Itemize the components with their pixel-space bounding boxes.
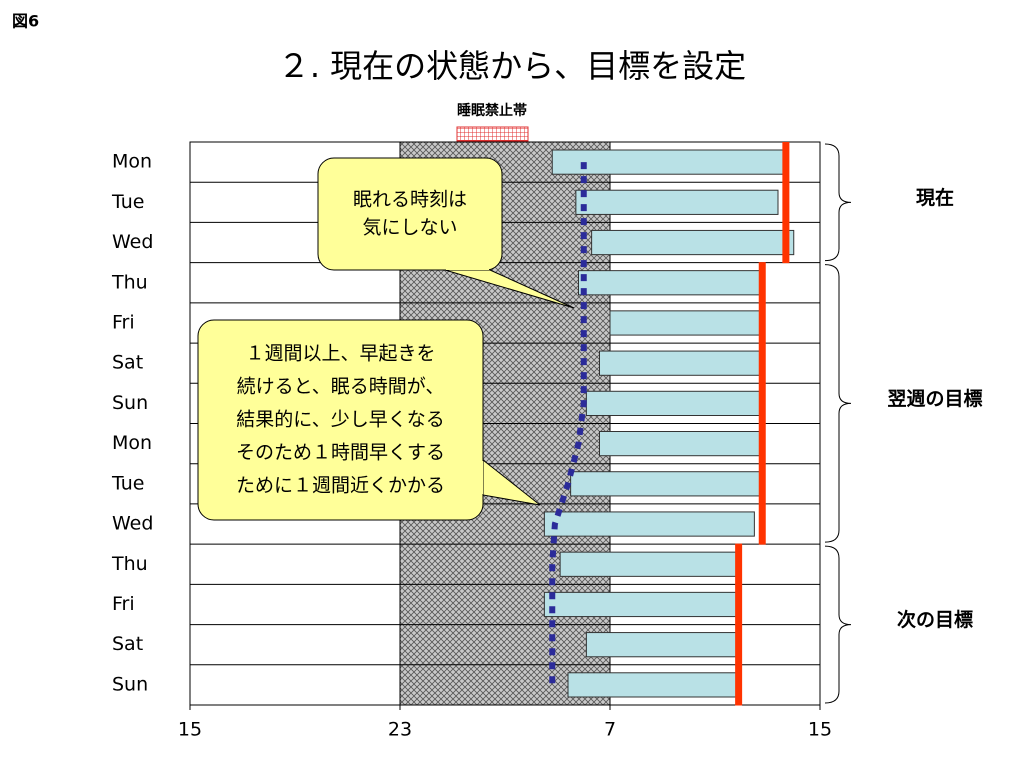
sleep-bar [570, 471, 763, 497]
figure-label: 図6 [12, 12, 39, 31]
y-tick-label: Fri [112, 311, 135, 333]
callout-text: そのため１時間早くする [236, 442, 445, 464]
sleep-bar [599, 350, 763, 376]
plot: 15 23 7 15 Mon Tue Wed Thu Fri Sat Sun Mon Tue Wed Thu… [111, 141, 983, 741]
sleep-bar [543, 511, 755, 537]
y-tick-label: Sat [112, 633, 143, 655]
callout-text: 眠れる時刻は [353, 189, 467, 211]
y-tick-label: Mon [112, 151, 152, 173]
sleep-bar [567, 672, 740, 698]
y-tick-label: Thu [111, 553, 148, 575]
group-label: 次の目標 [897, 608, 973, 631]
sleep-bar [559, 551, 740, 577]
sleep-bar [578, 270, 763, 296]
brace [824, 143, 852, 262]
y-tick-label: Tue [111, 191, 144, 213]
sleep-bar [591, 229, 795, 256]
sleep-bar [543, 591, 740, 618]
group-label: 翌週の目標 [887, 387, 982, 410]
x-tick-label: 7 [604, 719, 616, 741]
x-tick-label: 15 [178, 719, 202, 741]
chart-title: ２. 現在の状態から、目標を設定 [278, 47, 746, 85]
y-tick-label: Mon [112, 432, 152, 454]
y-tick-label: Fri [112, 593, 135, 615]
brace [824, 545, 852, 704]
sleep-bar [599, 431, 763, 457]
callout-box [197, 319, 484, 521]
callout-text: １週間以上、早起きを [245, 343, 435, 365]
x-tick-label: 15 [808, 719, 832, 741]
y-tick-label: Wed [112, 231, 153, 253]
bedtime-target [549, 162, 587, 685]
legend-swatch [456, 126, 529, 142]
sleep-bar [551, 149, 784, 175]
legend-label: 睡眠禁止帯 [457, 102, 527, 119]
y-tick-label: Sat [112, 352, 143, 374]
group-label: 現在 [916, 186, 954, 209]
y-tick-label: Tue [111, 472, 144, 494]
callout-box [317, 157, 503, 271]
callout-text: ために１週間近くかかる [236, 475, 445, 497]
y-tick-label: Sun [112, 673, 148, 695]
sleep-bar [609, 310, 763, 336]
y-tick-label: Sun [112, 392, 148, 414]
y-tick-label: Wed [112, 513, 153, 535]
callout-text: 気にしない [362, 217, 457, 239]
y-tick-label: Thu [111, 271, 148, 293]
sleep-bar [575, 189, 779, 215]
callout-text: 続けると、眠る時間が、 [237, 376, 445, 398]
callout-text: 結果的に、少し早くなる [236, 409, 444, 431]
sleep-bar [585, 632, 740, 658]
x-tick-label: 23 [388, 719, 412, 741]
brace [824, 264, 852, 543]
sleep-bar [585, 390, 763, 416]
